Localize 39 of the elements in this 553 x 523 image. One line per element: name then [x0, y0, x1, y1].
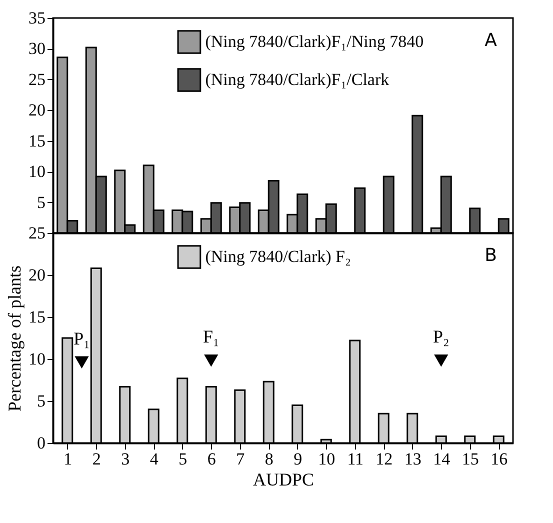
x-axis-title: AUDPC [252, 470, 314, 490]
annotation: A [484, 30, 498, 51]
y-tick-label: 10 [28, 162, 46, 182]
x-tick-label: 6 [207, 450, 216, 468]
y-axis-title: Percentage of plants [4, 266, 24, 412]
legend-label: (Ning 7840/Clark)F₁/Ning 7840 [205, 32, 424, 51]
x-tick-label: 9 [294, 450, 302, 468]
data-label: P₂ [432, 326, 450, 347]
legend-label: (Ning 7840/Clark)F₁/Clark [205, 70, 390, 89]
x-tick-label: 11 [347, 450, 364, 468]
data-label: F₁ [202, 326, 220, 347]
x-tick-label: 3 [121, 450, 130, 468]
y-tick-label: 25 [28, 70, 46, 89]
x-tick-label: 16 [490, 450, 508, 468]
y-tick-label: 25 [28, 224, 46, 242]
y-tick-label: 20 [28, 100, 46, 120]
y-tick-label: 5 [37, 192, 46, 212]
y-tick-label: 20 [28, 266, 46, 284]
x-tick-label: 13 [404, 450, 422, 468]
x-tick-label: 2 [92, 450, 101, 468]
data-label: P₁ [74, 328, 90, 348]
legend-label: (Ning 7840/Clark) F₂ [205, 247, 351, 266]
x-tick-label: 14 [433, 450, 451, 468]
y-tick-label: 5 [37, 392, 46, 410]
x-tick-label: 5 [178, 450, 188, 468]
x-tick-label: 4 [150, 450, 159, 468]
x-tick-label: 7 [236, 450, 246, 468]
x-tick-label: 12 [376, 450, 393, 468]
annotation: B [484, 245, 497, 266]
x-tick-label: 10 [318, 450, 336, 468]
y-tick-label: 15 [28, 308, 46, 326]
x-tick-label: 1 [64, 450, 72, 468]
y-tick-label: 15 [28, 131, 46, 150]
y-tick-label: 30 [28, 39, 46, 58]
x-tick-label: 8 [264, 450, 274, 468]
y-tick-label: 35 [28, 8, 46, 28]
y-tick-label: 10 [28, 350, 46, 368]
y-tick-label: 0 [37, 434, 46, 452]
x-tick-label: 15 [462, 450, 479, 468]
